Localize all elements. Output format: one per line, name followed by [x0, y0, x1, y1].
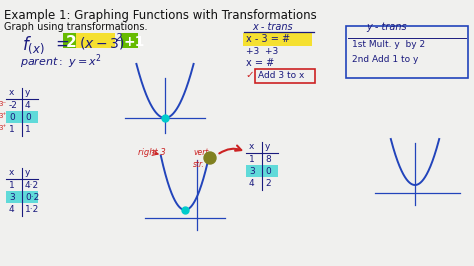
Text: vert.
str.: vert. str. — [193, 148, 211, 169]
Text: 4: 4 — [9, 205, 15, 214]
Text: $=$: $=$ — [52, 34, 69, 52]
Text: -2: -2 — [9, 101, 18, 110]
Text: 2: 2 — [66, 35, 77, 50]
Text: 4: 4 — [249, 179, 255, 188]
Text: 3⁻: 3⁻ — [0, 101, 6, 107]
Text: +3  +3: +3 +3 — [246, 47, 278, 56]
Text: x: x — [9, 168, 14, 177]
Text: y: y — [265, 142, 270, 151]
Text: 2nd Add 1 to y: 2nd Add 1 to y — [352, 55, 419, 64]
FancyBboxPatch shape — [76, 32, 116, 48]
FancyBboxPatch shape — [246, 165, 278, 177]
Text: 8: 8 — [265, 155, 271, 164]
Text: x = #: x = # — [246, 58, 274, 68]
Text: 0: 0 — [9, 113, 15, 122]
Text: x - 3 = #: x - 3 = # — [246, 34, 290, 44]
FancyBboxPatch shape — [255, 69, 315, 83]
Text: 1: 1 — [9, 125, 15, 134]
Text: 4·2: 4·2 — [25, 181, 39, 190]
Text: Example 1: Graphing Functions with Transformations: Example 1: Graphing Functions with Trans… — [4, 9, 317, 22]
Text: 2: 2 — [265, 179, 271, 188]
Text: y: y — [25, 88, 30, 97]
FancyBboxPatch shape — [64, 32, 76, 48]
Text: 3⁺: 3⁺ — [0, 113, 6, 119]
FancyBboxPatch shape — [6, 111, 38, 123]
Text: 0·2: 0·2 — [25, 193, 39, 202]
Text: 1: 1 — [249, 155, 255, 164]
Text: Graph using transformations.: Graph using transformations. — [4, 22, 147, 32]
FancyBboxPatch shape — [121, 32, 138, 48]
Text: 1·2: 1·2 — [25, 205, 39, 214]
Text: 0: 0 — [265, 167, 271, 176]
Text: 0: 0 — [25, 113, 31, 122]
Text: ✓: ✓ — [245, 70, 254, 80]
Text: Add 3 to x: Add 3 to x — [258, 71, 304, 80]
Text: x - trans: x - trans — [252, 22, 292, 32]
Text: +1: +1 — [124, 35, 146, 49]
Circle shape — [204, 152, 216, 164]
FancyBboxPatch shape — [244, 32, 312, 45]
Text: $(x-3)$: $(x-3)$ — [79, 35, 125, 51]
Text: right 3: right 3 — [138, 148, 166, 157]
Text: y: y — [25, 168, 30, 177]
Text: x: x — [249, 142, 255, 151]
Text: 3⁺: 3⁺ — [0, 125, 6, 131]
FancyBboxPatch shape — [6, 191, 38, 203]
Text: 1st Mult. y  by 2: 1st Mult. y by 2 — [352, 40, 425, 49]
FancyBboxPatch shape — [346, 26, 468, 78]
Text: 2: 2 — [116, 33, 122, 43]
Text: y - trans: y - trans — [366, 22, 407, 32]
Text: 1: 1 — [9, 181, 15, 190]
Text: 3: 3 — [9, 193, 15, 202]
Text: $f_{(x)}$: $f_{(x)}$ — [22, 34, 45, 56]
Text: 3: 3 — [249, 167, 255, 176]
Text: 1: 1 — [25, 125, 31, 134]
Text: $parent:\ y=x^2$: $parent:\ y=x^2$ — [20, 52, 102, 70]
Text: x: x — [9, 88, 14, 97]
Text: 4: 4 — [25, 101, 31, 110]
